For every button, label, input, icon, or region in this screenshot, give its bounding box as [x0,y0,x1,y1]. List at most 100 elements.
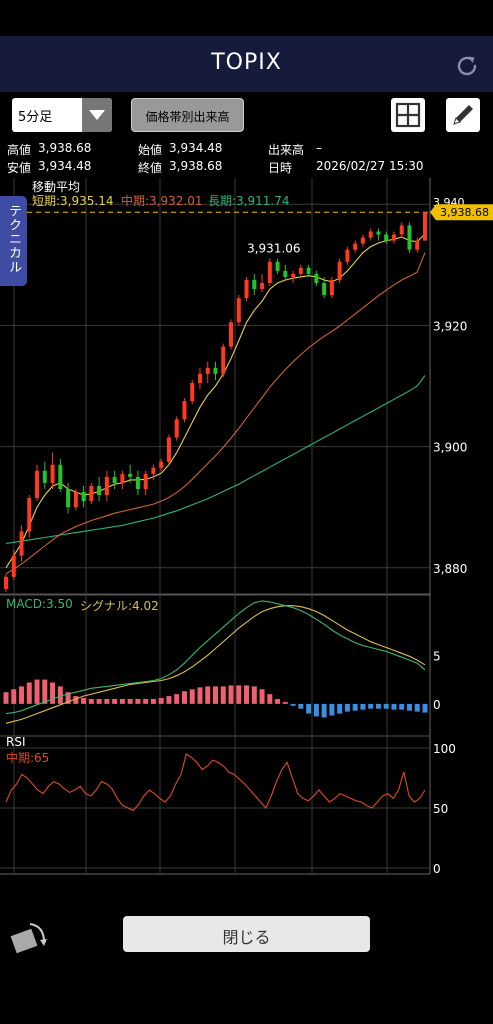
candle-body [50,464,55,483]
candle-body [360,237,365,244]
candle-body [197,373,202,383]
macd-histogram-bar [406,703,412,711]
macd-histogram-bar [112,699,118,704]
candle-body [236,298,241,323]
rsi-tick-label: 100 [433,742,456,756]
volume-label: 出来高 [268,143,305,157]
candle-body [11,555,16,577]
candle-body [298,267,303,274]
macd-histogram-bar [329,703,335,716]
candle-body [244,279,249,299]
macd-histogram-bar [352,703,358,711]
chevron-down-icon[interactable] [82,98,112,132]
candle-body [97,485,102,496]
candle-body [27,498,32,532]
ma-legend-title: 移動平均 [32,180,81,194]
open-label: 始値 [138,143,163,157]
low-value: 3,934.48 [38,159,92,173]
macd-tick-label: 0 [433,698,441,712]
candle-body [384,234,389,241]
macd-histogram-bar [282,701,288,704]
candle-body [104,476,109,496]
macd-histogram-bar [104,699,110,704]
candle-body [205,367,210,374]
refresh-icon[interactable] [453,52,481,80]
close-button[interactable]: 閉じる [123,916,370,952]
macd-histogram-bar [135,699,141,704]
peak-annotation: 3,931.06 [247,241,300,255]
ma-legend-short: 短期:3,935.14 [32,194,114,208]
draw-button[interactable] [446,98,480,132]
price-tick-label: 3,880 [433,562,467,576]
candle-body [112,476,117,483]
macd-histogram-bar [26,682,32,704]
candle-body [329,279,334,296]
price-tick-label: 3,900 [433,441,467,455]
macd-histogram-bar [19,686,25,704]
macd-histogram-bar [119,699,125,704]
candle-body [407,225,412,250]
price-chart[interactable]: 09:0010:0011:0013:0014:0015:003,8803,900… [0,178,493,878]
candle-body [120,473,125,483]
volume-profile-button[interactable]: 価格帯別出来高 [131,98,244,132]
macd-histogram-bar [42,679,48,704]
macd-histogram-bar [368,703,374,709]
current-price-label: 3,938.68 [440,206,489,219]
close-value: 3,938.68 [169,159,223,173]
technical-tab[interactable]: テクニカル [0,196,27,286]
candle-body [19,531,24,556]
candle-body [73,492,78,508]
macd-histogram-bar [259,689,265,704]
grid-icon [395,102,421,128]
macd-histogram-bar [414,703,420,712]
candle-body [306,267,311,274]
candle-body [291,273,296,277]
layout-grid-button[interactable] [391,98,425,132]
app-header: TOPIX [0,36,493,92]
macd-histogram-bar [228,685,234,704]
rotate-screen-icon[interactable] [10,918,48,954]
volume-value: – [316,141,322,155]
open-value: 3,934.48 [169,141,223,155]
low-label: 安値 [7,161,32,175]
candle-body [174,419,179,438]
candle-body [314,273,319,283]
current-price-badge [430,204,493,221]
macd-histogram-bar [290,703,296,706]
rsi-mid-label: 中期:65 [6,751,50,765]
candle-body [159,461,164,468]
rsi-line [5,753,426,812]
macd-histogram-bar [197,687,203,704]
candle-body [182,401,187,420]
candle-body [166,437,171,462]
signal-label: シグナル:4.02 [80,599,159,613]
period-select[interactable]: 5分足 [12,98,112,132]
macd-histogram-bar [166,696,172,704]
close-label: 終値 [138,161,163,175]
datetime-label: 日時 [268,161,293,175]
macd-histogram-bar [3,692,9,704]
datetime-value: 2026/02/27 15:30 [316,159,424,173]
ma-legend-mid: 中期:3,932.01 [121,194,203,208]
macd-histogram-bar [50,682,56,704]
macd-histogram-bar [267,694,273,704]
candle-body [42,470,47,483]
period-select-label: 5分足 [18,110,53,125]
macd-histogram-bar [360,703,366,710]
candle-body [399,225,404,235]
rsi-title: RSI [6,735,26,749]
candle-body [283,270,288,277]
high-value: 3,938.68 [38,141,92,155]
macd-histogram-bar [150,699,156,704]
signal-line [5,605,426,724]
macd-histogram-bar [88,699,94,704]
macd-histogram-bar [34,679,40,704]
macd-histogram-bar [244,685,250,704]
candle-body [423,212,427,241]
candle-body [81,492,86,502]
macd-histogram-bar [313,703,319,717]
macd-histogram-bar [422,703,428,713]
macd-histogram-bar [73,696,79,704]
macd-histogram-bar [383,703,389,709]
macd-histogram-bar [337,703,343,714]
